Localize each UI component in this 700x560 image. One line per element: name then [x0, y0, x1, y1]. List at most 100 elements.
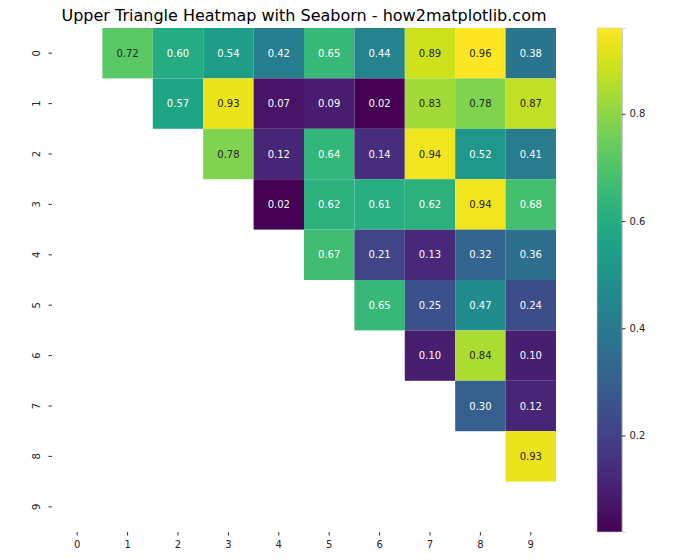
x-tick: 9 — [528, 532, 534, 550]
cell-label: 0.38 — [520, 48, 542, 59]
cell — [506, 431, 556, 481]
y-tick-mark — [49, 355, 53, 356]
colorbar-tick-mark — [622, 114, 626, 115]
cell — [153, 78, 203, 128]
cell — [354, 280, 404, 330]
cell-label: 0.21 — [368, 249, 390, 260]
y-tick: 9 — [31, 504, 52, 510]
cell-label: 0.12 — [268, 149, 290, 160]
x-tick-label: 2 — [175, 539, 181, 550]
cell-label: 0.25 — [419, 300, 441, 311]
cell — [203, 28, 253, 78]
cell — [254, 28, 304, 78]
x-tick-label: 6 — [376, 539, 382, 550]
colorbar-tick-mark — [622, 328, 626, 329]
x-tick-mark — [178, 532, 179, 536]
colorbar-tick: 0.4 — [622, 323, 645, 334]
y-tick-mark — [49, 154, 53, 155]
x-tick-mark — [379, 532, 380, 536]
cell — [304, 78, 354, 128]
cell — [405, 78, 455, 128]
x-tick-label: 1 — [124, 539, 130, 550]
x-tick-label: 4 — [276, 539, 282, 550]
y-tick: 3 — [31, 201, 52, 207]
cell — [506, 230, 556, 280]
cell-label: 0.94 — [419, 149, 441, 160]
y-tick: 2 — [31, 151, 52, 157]
cell — [304, 28, 354, 78]
y-tick-mark — [49, 254, 53, 255]
x-tick: 8 — [477, 532, 483, 550]
cell-label: 0.02 — [368, 98, 390, 109]
x-tick-mark — [77, 532, 78, 536]
cell-label: 0.84 — [469, 350, 491, 361]
colorbar-tick-label: 0.8 — [630, 108, 646, 119]
cell — [455, 330, 505, 380]
cell — [506, 280, 556, 330]
cell — [354, 28, 404, 78]
x-tick: 1 — [124, 532, 130, 550]
cell-label: 0.24 — [520, 300, 542, 311]
x-tick-mark — [228, 532, 229, 536]
colorbar-tick: 0.8 — [622, 108, 645, 119]
x-tick-mark — [430, 532, 431, 536]
cell-label: 0.72 — [116, 48, 138, 59]
cell — [455, 381, 505, 431]
x-tick: 7 — [427, 532, 433, 550]
y-tick-label: 2 — [31, 151, 42, 157]
y-tick-label: 7 — [31, 403, 42, 409]
cell — [304, 179, 354, 229]
y-tick-label: 1 — [31, 100, 42, 106]
y-tick-label: 3 — [31, 201, 42, 207]
cells — [102, 28, 556, 482]
cell-label: 0.02 — [268, 199, 290, 210]
cell-label: 0.61 — [368, 199, 390, 210]
cell — [254, 179, 304, 229]
cell — [506, 78, 556, 128]
cell-label: 0.93 — [217, 98, 239, 109]
colorbar-tick-label: 0.2 — [630, 430, 646, 441]
cell — [455, 230, 505, 280]
colorbar-tick-label: 0.6 — [630, 216, 646, 227]
y-tick-mark — [49, 305, 53, 306]
cell-label: 0.93 — [520, 451, 542, 462]
cell-label: 0.07 — [268, 98, 290, 109]
x-axis: 0123456789 — [74, 532, 534, 550]
cell — [506, 28, 556, 78]
y-tick-label: 5 — [31, 302, 42, 308]
cell-label: 0.10 — [419, 350, 441, 361]
y-tick: 1 — [31, 100, 52, 106]
y-tick-label: 6 — [31, 352, 42, 358]
cell-label: 0.87 — [520, 98, 542, 109]
cell-label: 0.60 — [167, 48, 189, 59]
cell — [455, 28, 505, 78]
x-tick-mark — [480, 532, 481, 536]
colorbar — [597, 28, 622, 532]
y-tick-label: 8 — [31, 453, 42, 459]
cell — [405, 280, 455, 330]
x-tick-label: 0 — [74, 539, 80, 550]
cell — [405, 28, 455, 78]
cell — [506, 129, 556, 179]
cell-label: 0.94 — [469, 199, 491, 210]
x-tick-mark — [530, 532, 531, 536]
cell — [405, 179, 455, 229]
y-tick-mark — [49, 406, 53, 407]
cell-label: 0.89 — [419, 48, 441, 59]
cell — [455, 280, 505, 330]
y-tick: 5 — [31, 302, 52, 308]
cell — [455, 78, 505, 128]
x-tick: 3 — [225, 532, 231, 550]
y-tick: 8 — [31, 453, 52, 459]
y-tick-label: 4 — [31, 252, 42, 258]
cell-label: 0.65 — [368, 300, 390, 311]
cell-labels: 0.720.600.540.420.650.440.890.960.380.57… — [116, 48, 541, 462]
colorbar-axis-line — [623, 29, 626, 533]
x-tick-label: 3 — [225, 539, 231, 550]
cell — [203, 78, 253, 128]
x-tick-mark — [329, 532, 330, 536]
x-tick: 2 — [175, 532, 181, 550]
colorbar-tick-label: 0.4 — [630, 323, 646, 334]
cell-label: 0.78 — [469, 98, 491, 109]
y-tick-label: 9 — [31, 504, 42, 510]
